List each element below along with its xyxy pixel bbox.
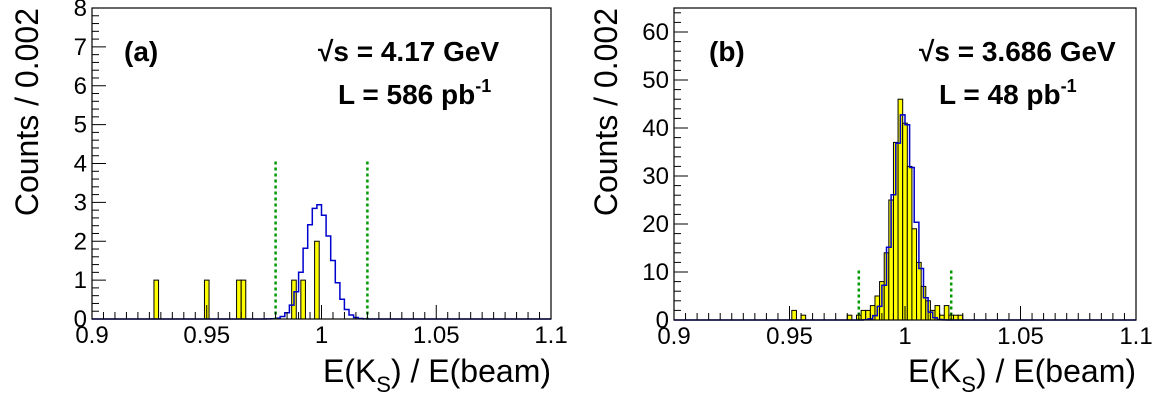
data-bar: [300, 279, 306, 320]
x-tick-label: 0.95: [183, 322, 230, 349]
x-tick-label: 0.9: [75, 322, 108, 349]
data-bar: [236, 279, 242, 320]
luminosity-annotation: L = 48 pb-1: [939, 76, 1077, 110]
y-tick-label: 60: [642, 19, 669, 46]
data-bar: [911, 228, 918, 321]
data-bar: [153, 279, 160, 320]
y-tick-label: 30: [642, 163, 669, 190]
y-tick-label: 2: [74, 228, 87, 255]
panel-label: (b): [709, 36, 745, 67]
data-bar: [943, 305, 950, 321]
x-tick-label: 0.9: [657, 323, 690, 350]
x-tick-label: 0.95: [766, 323, 813, 350]
data-bar: [916, 261, 922, 321]
y-tick-label: 3: [74, 189, 87, 216]
data-bar: [314, 240, 320, 320]
energy-annotation: √s = 4.17 GeV: [318, 36, 499, 67]
data-bar: [791, 309, 797, 321]
chart-svg: 0 10 20 30 40 50 60 0.9 0.95 1 1.05 1.1 Counts / 0.0…: [588, 7, 1153, 397]
y-axis-title: Counts / 0.002: [588, 8, 624, 216]
y-tick-label: 40: [642, 115, 669, 142]
y-tick-label: 7: [74, 34, 87, 61]
data-bar: [240, 279, 247, 320]
luminosity-annotation: L = 586 pb-1: [338, 76, 491, 110]
data-bar: [860, 309, 867, 321]
y-tick-label: 8: [74, 0, 87, 22]
panel-label: (a): [124, 36, 158, 67]
data-bar: [902, 122, 908, 321]
mc-expectation-curve: [92, 204, 551, 320]
y-tick-label: 10: [642, 259, 669, 286]
y-tick-label: 5: [74, 112, 87, 139]
y-tick-label: 20: [642, 211, 669, 238]
chart-svg: 0 1 2 3 4 5 6 7 8 0.9 0.95 1 1.05 1.1 Counts / 0.002 E(…: [9, 0, 568, 397]
y-axis-title: Counts / 0.002: [9, 8, 45, 216]
y-tick-label: 6: [74, 73, 87, 100]
y-tick-label: 0: [74, 306, 87, 333]
x-tick-label: 1.05: [997, 323, 1044, 350]
y-tick-label: 4: [74, 151, 87, 178]
x-tick-label: 1: [898, 323, 911, 350]
x-tick-label: 1.05: [413, 322, 460, 349]
x-tick-label: 1: [315, 322, 328, 349]
x-tick-label: 1.1: [1119, 323, 1152, 350]
y-tick-label: 0: [656, 307, 669, 334]
energy-annotation: √s = 3.686 GeV: [919, 36, 1116, 67]
data-bar: [906, 165, 913, 321]
histogram-panel-a: 0 1 2 3 4 5 6 7 8 0.9 0.95 1 1.05 1.1 Counts / 0.002 E(…: [9, 0, 568, 397]
histogram-panel-b: 0 10 20 30 40 50 60 0.9 0.95 1 1.05 1.1 Counts / 0.0…: [581, 0, 1162, 404]
x-axis-title: E(KS) / E(beam): [908, 353, 1136, 397]
x-axis-title: E(KS) / E(beam): [323, 353, 551, 397]
y-tick-label: 50: [642, 67, 669, 94]
x-tick-label: 1.1: [534, 322, 567, 349]
y-tick-label: 1: [74, 267, 87, 294]
